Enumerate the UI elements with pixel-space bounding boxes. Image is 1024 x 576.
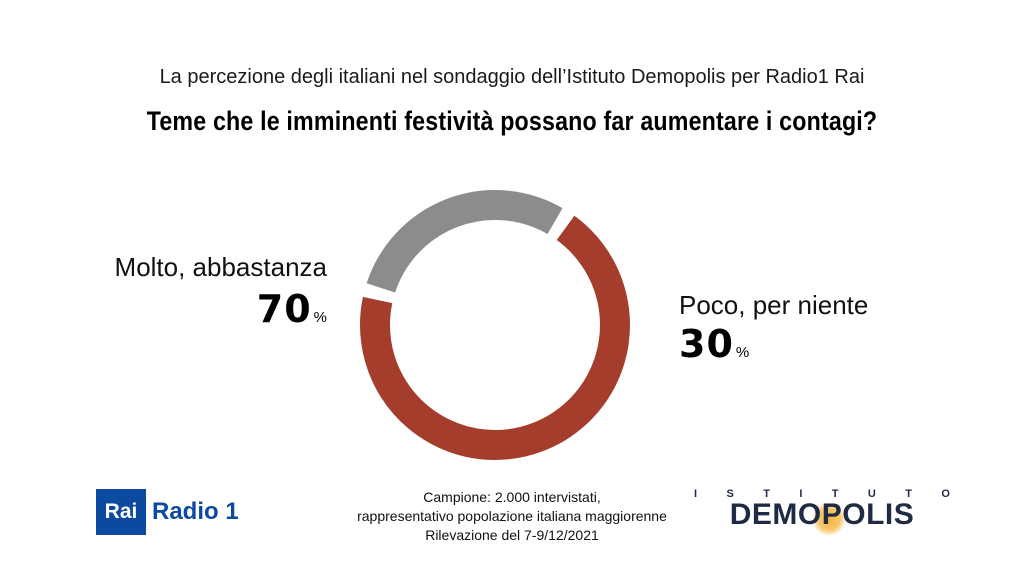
demopolis-logo-wordmark: DEMOPOLIS (729, 498, 915, 531)
radio1-logo-text: Radio 1 (152, 498, 239, 525)
slice-value-number: 70 (256, 287, 312, 331)
rai-logo-box: Rai (96, 489, 146, 535)
chart-subtitle: La percezione degli italiani nel sondagg… (159, 66, 865, 88)
slice-value-poco-per-niente: 30% (679, 322, 749, 366)
footer-line-sample: Campione: 2.000 intervistati, (423, 489, 601, 505)
slice-label-poco-per-niente: Poco, per niente (679, 290, 869, 320)
footer-line-population: rappresentativo popolazione italiana mag… (357, 508, 667, 524)
chart-title: Teme che le imminenti festività possano … (146, 106, 878, 136)
slice-value-unit: % (735, 344, 750, 361)
rai-radio1-logo: Rai Radio 1 (96, 489, 239, 535)
donut-slice-0 (360, 215, 630, 460)
slice-label-molto-abbastanza: Molto, abbastanza (114, 252, 327, 282)
slice-value-molto-abbastanza: 70% (257, 287, 327, 331)
demopolis-sun-icon (812, 502, 846, 536)
slice-value-number: 30 (679, 322, 734, 366)
methodology-note: Campione: 2.000 intervistati, rappresent… (262, 488, 762, 545)
donut-slice-1 (366, 190, 563, 293)
slice-value-unit: % (313, 309, 327, 326)
footer-line-date: Rilevazione del 7-9/12/2021 (425, 527, 599, 543)
